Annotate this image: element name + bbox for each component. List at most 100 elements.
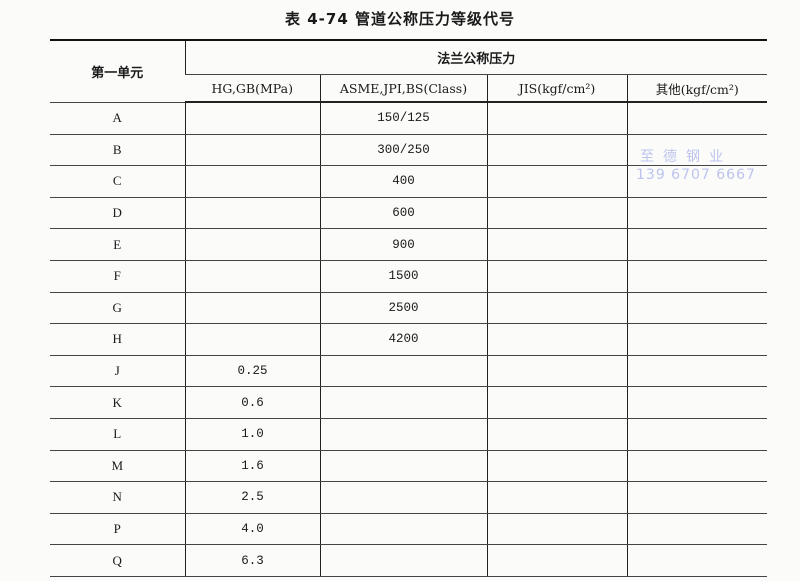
table-row: F 1500 [50, 260, 768, 293]
table-title: 表 4-74 管道公称压力等级代号 [285, 10, 515, 28]
table-row: A 150/125 [50, 102, 768, 135]
cell-asme [319, 386, 487, 419]
cell-hg [184, 292, 320, 325]
cell-hg: 2.5 [184, 481, 320, 514]
cell-hg: 6.3 [184, 544, 320, 577]
cell-code: N [50, 481, 185, 514]
header-other: 其他(kgf/cm²) [626, 74, 768, 103]
cell-other [626, 481, 768, 514]
cell-asme: 900 [319, 228, 487, 261]
cell-jis [486, 418, 627, 451]
cell-hg: 1.0 [184, 418, 320, 451]
cell-other [626, 513, 768, 546]
cell-hg [184, 165, 320, 198]
cell-other [626, 165, 768, 198]
cell-hg: 4.0 [184, 513, 320, 546]
cell-asme [319, 418, 487, 451]
cell-asme: 1500 [319, 260, 487, 293]
table-row: N 2.5 [50, 481, 768, 514]
cell-code: B [50, 134, 185, 167]
watermark-name: 至德钢业 [640, 149, 732, 165]
cell-other [626, 134, 768, 167]
cell-code: D [50, 197, 185, 230]
cell-asme [319, 513, 487, 546]
cell-code: C [50, 165, 185, 198]
cell-asme [319, 481, 487, 514]
header-asme: ASME,JPI,BS(Class) [319, 74, 487, 103]
cell-code: A [50, 102, 185, 135]
cell-asme: 300/250 [319, 134, 487, 167]
cell-code: J [50, 355, 185, 388]
cell-jis [486, 165, 627, 198]
cell-code: H [50, 323, 185, 356]
cell-hg [184, 134, 320, 167]
cell-jis [486, 386, 627, 419]
cell-code: P [50, 513, 185, 546]
cell-other [626, 102, 768, 135]
cell-jis [486, 260, 627, 293]
cell-hg: 0.6 [184, 386, 320, 419]
cell-jis [486, 292, 627, 325]
table-row: C 400 [50, 165, 768, 198]
cell-hg [184, 228, 320, 261]
cell-hg [184, 260, 320, 293]
table-row: D 600 [50, 197, 768, 230]
header-hg-gb: HG,GB(MPa) [185, 74, 320, 103]
cell-asme: 2500 [319, 292, 487, 325]
cell-other [626, 450, 768, 483]
cell-other [626, 323, 768, 356]
cell-other [626, 418, 768, 451]
cell-asme [319, 355, 487, 388]
cell-other [626, 292, 768, 325]
cell-jis [486, 134, 627, 167]
table-row: L 1.0 [50, 418, 768, 451]
cell-asme: 400 [319, 165, 487, 198]
cell-asme [319, 450, 487, 483]
header-first-unit: 第一单元 [50, 39, 185, 103]
cell-code: E [50, 228, 185, 261]
cell-other [626, 228, 768, 261]
cell-asme: 4200 [319, 323, 487, 356]
table-row: M 1.6 [50, 450, 768, 483]
cell-code: Q [50, 544, 185, 577]
cell-jis [486, 513, 627, 546]
cell-hg: 1.6 [184, 450, 320, 483]
cell-jis [486, 544, 627, 577]
table-row: J 0.25 [50, 355, 768, 388]
cell-jis [486, 228, 627, 261]
cell-jis [486, 102, 627, 135]
cell-hg [184, 197, 320, 230]
cell-hg: 0.25 [184, 355, 320, 388]
cell-other [626, 197, 768, 230]
watermark-phone: 139 6707 6667 [636, 167, 756, 183]
cell-jis [486, 323, 627, 356]
cell-hg [184, 102, 320, 135]
cell-code: G [50, 292, 185, 325]
cell-code: F [50, 260, 185, 293]
table-row: Q 6.3 [50, 544, 768, 577]
cell-code: K [50, 386, 185, 419]
cell-jis [486, 355, 627, 388]
table-row: P 4.0 [50, 513, 768, 546]
cell-jis [486, 450, 627, 483]
cell-code: L [50, 418, 185, 451]
table-row: K 0.6 [50, 386, 768, 419]
table-row: E 900 [50, 228, 768, 261]
cell-hg [184, 323, 320, 356]
table-row: H 4200 [50, 323, 768, 356]
cell-asme [319, 544, 487, 577]
pressure-class-table: 第一单元 法兰公称压力 HG,GB(MPa) ASME,JPI,BS(Class… [50, 39, 768, 577]
cell-code: M [50, 450, 185, 483]
cell-jis [486, 481, 627, 514]
table-row: B 300/250 [50, 134, 768, 167]
cell-asme: 600 [319, 197, 487, 230]
cell-asme: 150/125 [319, 102, 487, 135]
table-row: G 2500 [50, 292, 768, 325]
cell-jis [486, 197, 627, 230]
header-flange-pressure: 法兰公称压力 [184, 39, 768, 75]
cell-other [626, 260, 768, 293]
cell-other [626, 544, 768, 577]
cell-other [626, 386, 768, 419]
header-jis: JIS(kgf/cm²) [486, 74, 627, 103]
cell-other [626, 355, 768, 388]
